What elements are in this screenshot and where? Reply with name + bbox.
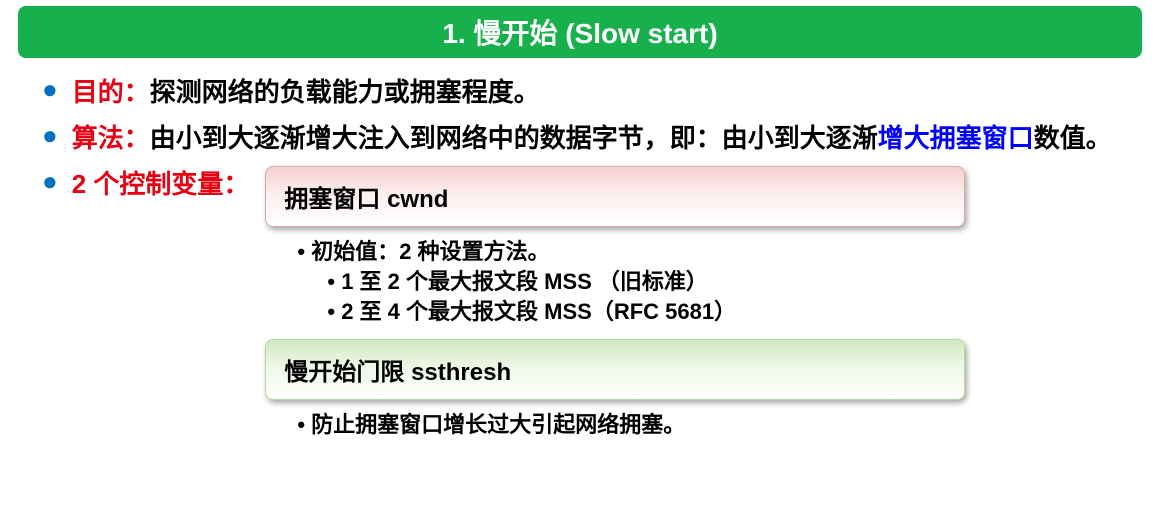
text-algorithm-blue: 增大拥塞窗口 xyxy=(878,123,1034,153)
text-purpose: 探测网络的负载能力或拥塞程度。 xyxy=(150,77,540,107)
cwnd-line3: • 2 至 4 个最大报文段 MSS（RFC 5681） xyxy=(297,297,957,327)
box-ssthresh: 慢开始门限 ssthresh xyxy=(265,339,965,400)
cwnd-line1: • 初始值：2 种设置方法。 xyxy=(297,237,957,267)
cwnd-line2: • 1 至 2 个最大报文段 MSS （旧标准） xyxy=(297,267,957,297)
bullet-purpose: ● 目的：探测网络的负载能力或拥塞程度。 xyxy=(42,72,1130,112)
bullet-icon: ● xyxy=(42,164,58,198)
label-purpose: 目的： xyxy=(72,77,150,107)
bullet-icon: ● xyxy=(42,118,58,152)
text-algorithm-a: 由小到大逐渐增大注入到网络中的数据字节，即：由小到大逐渐 xyxy=(150,123,878,153)
box-cwnd: 拥塞窗口 cwnd xyxy=(265,166,965,227)
label-algorithm: 算法： xyxy=(72,123,150,153)
ssthresh-line1: • 防止拥塞窗口增长过大引起网络拥塞。 xyxy=(297,410,957,440)
text-algorithm-b: 数值。 xyxy=(1034,123,1112,153)
ssthresh-details: • 防止拥塞窗口增长过大引起网络拥塞。 xyxy=(265,400,965,442)
bullet-icon: ● xyxy=(42,72,58,106)
bullet-list: ● 目的：探测网络的负载能力或拥塞程度。 ● 算法：由小到大逐渐增大注入到网络中… xyxy=(0,72,1160,442)
bullet-text: 算法：由小到大逐渐增大注入到网络中的数据字节，即：由小到大逐渐增大拥塞窗口数值。 xyxy=(72,118,1112,158)
variable-boxes: 拥塞窗口 cwnd • 初始值：2 种设置方法。 • 1 至 2 个最大报文段 … xyxy=(265,166,965,442)
bullet-algorithm: ● 算法：由小到大逐渐增大注入到网络中的数据字节，即：由小到大逐渐增大拥塞窗口数… xyxy=(42,118,1130,158)
cwnd-details: • 初始值：2 种设置方法。 • 1 至 2 个最大报文段 MSS （旧标准） … xyxy=(265,227,965,329)
bullet-text: 目的：探测网络的负载能力或拥塞程度。 xyxy=(72,72,540,112)
bullet-variables: ● 2 个控制变量： 拥塞窗口 cwnd • 初始值：2 种设置方法。 • 1 … xyxy=(42,164,1130,442)
section-header: 1. 慢开始 (Slow start) xyxy=(18,6,1142,58)
label-variables: 2 个控制变量： xyxy=(72,164,250,204)
